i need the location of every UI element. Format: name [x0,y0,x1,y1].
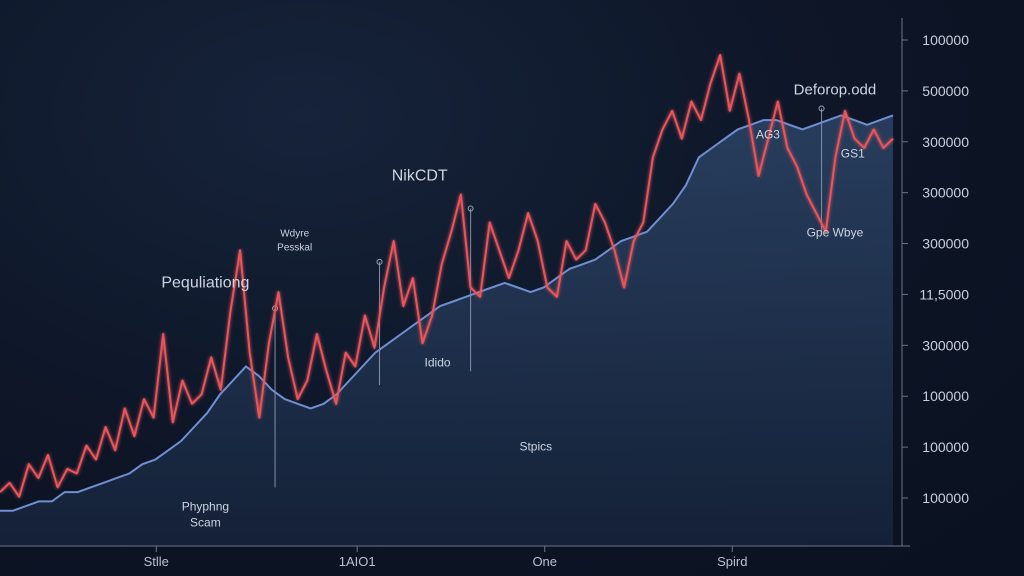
y-tick-label: 300000 [922,134,969,150]
annotation-dot [376,258,383,265]
annotations: Deforop.odd AG3 GS1 NikCDT Wdyre Pesskal Pequl… [161,82,876,530]
blue-series-area [0,115,893,547]
y-tick-label: 300000 [922,185,969,201]
annotation-label: Gpe Wbye [807,225,864,239]
y-axis-ticks: 100000 500000 300000 300000 300000 11,5000 300… [902,32,969,506]
annotation-label: Pequliationg [161,275,249,292]
y-tick-label: 300000 [922,337,969,353]
y-tick-label: 100000 [922,490,969,506]
annotation-label: Wdyre [280,228,309,239]
series-lines [0,54,894,512]
x-tick-label: 1AIO1 [339,554,376,569]
blue-area-fill [0,115,893,547]
annotation-dot [467,205,474,212]
annotation-label: Idido [425,356,451,370]
annotation-label: Phyphng [182,500,229,514]
x-tick-label: Spird [717,554,747,569]
x-axis-ticks: Stlle 1AIO1 One Spird [144,546,747,569]
annotation-label: Pesskal [277,242,312,253]
y-tick-label: 100000 [922,32,969,48]
x-tick-label: One [532,554,557,569]
annotation-label: Scam [190,516,221,530]
y-tick-label: 11,5000 [919,286,969,302]
y-tick-label: 500000 [922,83,969,99]
y-tick-label: 300000 [922,236,969,252]
annotation-label: Stpics [519,439,552,453]
blue-series-line [0,114,894,512]
annotation-label: AG3 [756,128,780,142]
annotation-guides [272,105,825,488]
y-tick-label: 100000 [922,388,969,404]
annotation-label: NikCDT [392,168,448,185]
annotation-dot [818,105,825,112]
annotation-label: Deforop.odd [794,82,877,99]
annotation-label: GS1 [841,146,865,160]
x-tick-label: Stlle [144,554,169,569]
red-series-line [0,54,894,498]
y-tick-label: 100000 [922,439,969,455]
